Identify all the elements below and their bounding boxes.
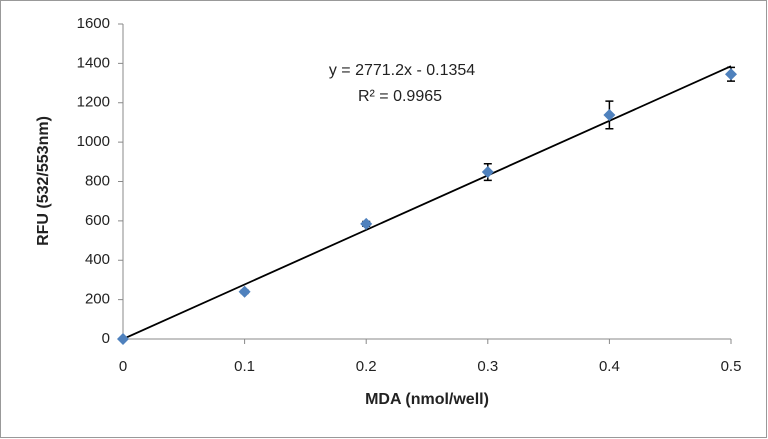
y-tick-label: 1000 <box>77 133 110 150</box>
x-axis-title: MDA (nmol/well) <box>365 391 489 408</box>
trendline-equation: y = 2771.2x - 0.1354 <box>329 62 475 79</box>
y-tick-label: 1200 <box>77 94 110 111</box>
x-tick-label: 0.1 <box>234 358 255 375</box>
x-tick-label: 0 <box>119 358 127 375</box>
data-point <box>603 108 616 121</box>
x-tick-label: 0.2 <box>356 358 377 375</box>
y-tick-label: 200 <box>85 291 110 308</box>
y-tick-label: 0 <box>102 330 110 347</box>
y-axis-title: RFU (532/553nm) <box>35 116 52 246</box>
data-point <box>725 68 737 81</box>
data-point <box>238 285 251 298</box>
data-point <box>360 217 373 230</box>
trendline <box>122 65 732 340</box>
y-tick-label: 1600 <box>77 15 110 32</box>
data-point <box>117 333 129 345</box>
y-tick-label: 1400 <box>77 54 110 71</box>
data-point <box>481 166 494 179</box>
x-tick-label: 0.5 <box>721 358 742 375</box>
y-tick-label: 600 <box>85 212 110 229</box>
x-tick-label: 0.3 <box>477 358 498 375</box>
y-tick-label: 400 <box>85 251 110 268</box>
y-tick-label: 800 <box>85 172 110 189</box>
r-squared: R² = 0.9965 <box>358 88 442 105</box>
x-tick-label: 0.4 <box>599 358 620 375</box>
